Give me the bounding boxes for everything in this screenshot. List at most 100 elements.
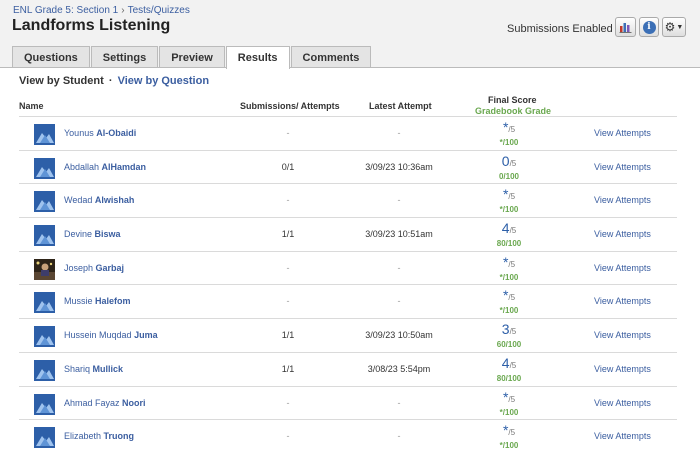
gradebook-grade: 0/100: [498, 171, 520, 181]
student-name[interactable]: Devine Biswa: [64, 229, 121, 240]
table-row: Mussie Halefom - - */5 */100 View Attemp…: [19, 284, 677, 318]
view-attempts-link[interactable]: View Attempts: [594, 229, 651, 240]
default-avatar-icon: [34, 292, 55, 314]
settings-menu-button[interactable]: ⚙ ▼: [662, 17, 686, 37]
table-row: Ahmad Fayaz Noori - - */5 */100 View Att…: [19, 385, 677, 420]
latest-attempt: -: [397, 296, 401, 307]
default-avatar-icon: [34, 157, 55, 179]
tab-divider: [0, 67, 700, 68]
tab-questions[interactable]: Questions: [12, 46, 90, 68]
student-name[interactable]: Joseph Garbaj: [64, 262, 125, 273]
final-score: */5: [502, 422, 516, 439]
final-score: */5: [502, 388, 516, 405]
view-attempts-link[interactable]: View Attempts: [594, 195, 651, 206]
bar-chart-icon: [619, 23, 632, 33]
default-avatar-icon: [34, 191, 55, 213]
submissions-count: 1/1: [281, 330, 295, 341]
gear-icon: ⚙: [664, 20, 676, 34]
gradebook-grade: 80/100: [496, 239, 522, 249]
gradebook-grade: */100: [499, 441, 519, 451]
latest-attempt: -: [397, 128, 401, 138]
table-row: Abdallah AlHamdan 0/1 3/09/23 10:36am 0/…: [19, 149, 677, 184]
gradebook-grade: 80/100: [496, 373, 522, 383]
student-name[interactable]: Younus Al-Obaidi: [64, 128, 137, 138]
gradebook-grade: */100: [499, 407, 519, 417]
column-header-latest-attempt: Latest Attempt: [369, 101, 432, 111]
tab-preview[interactable]: Preview: [159, 46, 225, 68]
student-name[interactable]: Elizabeth Truong: [64, 431, 135, 442]
student-name[interactable]: Abdallah AlHamdan: [64, 161, 147, 172]
submissions-count: -: [286, 262, 290, 273]
final-score: 4/5: [501, 354, 517, 371]
results-table: Younus Al-Obaidi - - */5 */100 View Atte…: [19, 116, 677, 453]
student-name[interactable]: Wedad Alwishah: [64, 195, 135, 206]
latest-attempt: -: [397, 397, 401, 408]
table-row: Elizabeth Truong - - */5 */100 View Atte…: [19, 419, 677, 453]
submissions-count: -: [286, 397, 290, 408]
view-by-student-label: View by Student: [19, 75, 104, 87]
caret-down-icon: ▼: [676, 23, 684, 31]
default-avatar-icon: [34, 225, 55, 247]
default-avatar-icon: [34, 393, 55, 415]
latest-attempt: 3/09/23 10:36am: [365, 161, 433, 172]
view-by-question-link[interactable]: View by Question: [117, 75, 210, 87]
table-row: Hussein Muqdad Juma 1/1 3/09/23 10:50am …: [19, 318, 677, 352]
page-header: ENL Grade 5: Section 1 › Tests/Quizzes Lan…: [0, 0, 700, 69]
view-attempts-link[interactable]: View Attempts: [594, 363, 651, 374]
gradebook-grade: */100: [499, 138, 519, 147]
final-score: 4/5: [501, 220, 517, 237]
latest-attempt: -: [397, 262, 401, 273]
tab-comments[interactable]: Comments: [290, 46, 372, 68]
table-row: Shariq Mullick 1/1 3/08/23 5:54pm 4/5 80…: [19, 351, 677, 386]
submissions-count: -: [286, 195, 290, 206]
breadcrumb: ENL Grade 5: Section 1 › Tests/Quizzes: [13, 5, 190, 16]
photo-avatar: [34, 258, 55, 280]
breadcrumb-section-link[interactable]: Tests/Quizzes: [127, 5, 190, 16]
table-row: Wedad Alwishah - - */5 */100 View Attemp…: [19, 183, 677, 217]
view-toggle: View by Student · View by Question: [19, 75, 209, 87]
view-attempts-link[interactable]: View Attempts: [594, 161, 651, 172]
gradebook-grade: 60/100: [496, 340, 522, 350]
default-avatar-icon: [34, 326, 55, 348]
submissions-status: Submissions Enabled: [507, 23, 613, 35]
student-name[interactable]: Shariq Mullick: [64, 363, 124, 374]
default-avatar-icon: [34, 359, 55, 381]
view-attempts-link[interactable]: View Attempts: [594, 262, 651, 273]
gradebook-grade: */100: [499, 205, 519, 215]
final-score: */5: [502, 253, 516, 270]
student-name[interactable]: Mussie Halefom: [64, 296, 131, 307]
final-score: 0/5: [501, 152, 517, 169]
latest-attempt: 3/09/23 10:50am: [365, 330, 433, 341]
default-avatar-icon: [34, 124, 55, 145]
final-score: */5: [502, 186, 516, 203]
view-attempts-link[interactable]: View Attempts: [594, 128, 651, 138]
info-icon: i: [642, 20, 656, 34]
final-score: 3/5: [501, 321, 517, 338]
view-toggle-separator: ·: [108, 75, 113, 87]
column-header-gradebook-grade: Gradebook Grade: [475, 106, 552, 116]
latest-attempt: -: [397, 431, 401, 442]
view-attempts-link[interactable]: View Attempts: [594, 431, 651, 442]
table-row: Younus Al-Obaidi - - */5 */100 View Atte…: [19, 116, 677, 150]
submissions-count: 1/1: [281, 363, 295, 374]
statistics-button[interactable]: [615, 17, 636, 37]
tab-settings[interactable]: Settings: [90, 46, 159, 68]
view-attempts-link[interactable]: View Attempts: [594, 397, 651, 408]
latest-attempt: 3/09/23 10:51am: [365, 229, 433, 240]
tab-results[interactable]: Results: [225, 46, 290, 69]
submissions-count: 1/1: [281, 229, 295, 240]
default-avatar-icon: [34, 427, 55, 449]
column-header-final-score: Final Score: [488, 95, 537, 105]
view-attempts-link[interactable]: View Attempts: [594, 330, 651, 341]
student-name[interactable]: Ahmad Fayaz Noori: [64, 397, 146, 408]
student-name[interactable]: Hussein Muqdad Juma: [64, 330, 158, 341]
final-score: */5: [502, 287, 516, 304]
info-button[interactable]: i: [639, 17, 659, 37]
column-header-name[interactable]: Name: [19, 101, 44, 111]
breadcrumb-separator-icon: ›: [121, 5, 125, 16]
breadcrumb-course-link[interactable]: ENL Grade 5: Section 1: [13, 5, 119, 16]
page-title: Landforms Listening: [12, 17, 171, 34]
view-attempts-link[interactable]: View Attempts: [594, 296, 651, 307]
submissions-count: -: [286, 431, 290, 442]
submissions-count: 0/1: [281, 161, 295, 172]
